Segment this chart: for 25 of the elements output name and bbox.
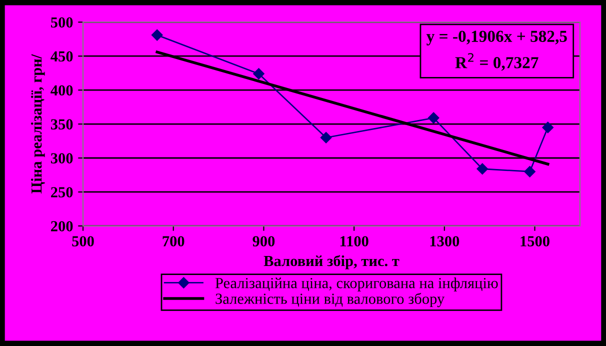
- point: [476, 163, 488, 174]
- legend-label: Залежність ціни від валового збору: [216, 292, 445, 308]
- y-tick-label: 400: [50, 85, 73, 96]
- point: [152, 29, 163, 41]
- x-tick-label: 1300: [430, 236, 460, 246]
- x-axis-title: Валовий збір, тис. т: [264, 255, 400, 270]
- y-tick-label: 200: [51, 221, 73, 232]
- point: [524, 166, 536, 178]
- y-tick-label: 450: [50, 51, 73, 62]
- annotation: y = -0,1906x + 582,5 R$^{2}$ = 0,7327: [426, 30, 567, 71]
- point: [320, 132, 332, 144]
- y-axis-title: Ціна реалізації, грн/: [30, 54, 45, 194]
- y-tick-label: 250: [51, 187, 73, 198]
- legend-label: Реалізаційна ціна, скоригована на інфляцію: [215, 277, 498, 292]
- x-tick-label: 1100: [340, 236, 368, 246]
- x-tick-label: 500: [72, 236, 94, 246]
- point: [253, 68, 264, 80]
- x-tick-label: 900: [252, 236, 275, 246]
- y-tick-label: 350: [50, 119, 73, 130]
- point: [428, 112, 440, 124]
- x-tick-label: 1500: [520, 236, 550, 246]
- x-tick-label: 700: [162, 236, 184, 246]
- y-tick-label: 300: [50, 153, 73, 164]
- y-tick-label: 500: [50, 17, 73, 28]
- point: [542, 122, 554, 134]
